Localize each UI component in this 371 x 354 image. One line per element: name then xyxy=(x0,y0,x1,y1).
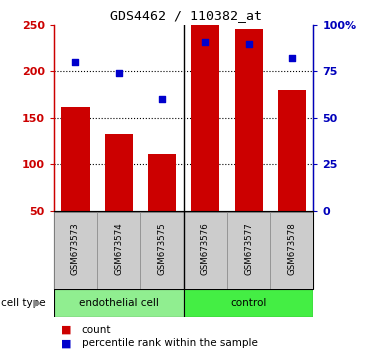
Text: ▶: ▶ xyxy=(34,298,42,308)
Bar xyxy=(227,212,270,289)
Bar xyxy=(61,107,89,211)
Bar xyxy=(184,289,313,317)
Text: GSM673575: GSM673575 xyxy=(158,223,167,275)
Point xyxy=(289,55,295,61)
Text: ■: ■ xyxy=(61,338,72,348)
Text: percentile rank within the sample: percentile rank within the sample xyxy=(82,338,257,348)
Text: ■: ■ xyxy=(61,325,72,335)
Point xyxy=(246,41,252,47)
Text: count: count xyxy=(82,325,111,335)
Bar xyxy=(140,212,184,289)
Bar xyxy=(105,133,133,211)
Bar xyxy=(148,154,176,211)
Text: endothelial cell: endothelial cell xyxy=(79,298,159,308)
Point xyxy=(116,70,122,76)
Bar xyxy=(184,212,227,289)
Text: control: control xyxy=(230,298,267,308)
Text: GSM673578: GSM673578 xyxy=(288,223,296,275)
Text: GSM673576: GSM673576 xyxy=(201,223,210,275)
Point xyxy=(202,39,208,44)
Text: GDS4462 / 110382_at: GDS4462 / 110382_at xyxy=(109,9,262,22)
Bar xyxy=(234,29,263,211)
Bar xyxy=(278,90,306,211)
Bar xyxy=(191,15,219,211)
Point xyxy=(159,96,165,102)
Bar xyxy=(54,289,184,317)
Bar xyxy=(54,212,97,289)
Point xyxy=(72,59,78,65)
Bar xyxy=(97,212,140,289)
Text: GSM673577: GSM673577 xyxy=(244,223,253,275)
Text: cell type: cell type xyxy=(1,298,46,308)
Text: GSM673574: GSM673574 xyxy=(114,223,123,275)
Text: GSM673573: GSM673573 xyxy=(71,223,80,275)
Bar xyxy=(270,212,313,289)
